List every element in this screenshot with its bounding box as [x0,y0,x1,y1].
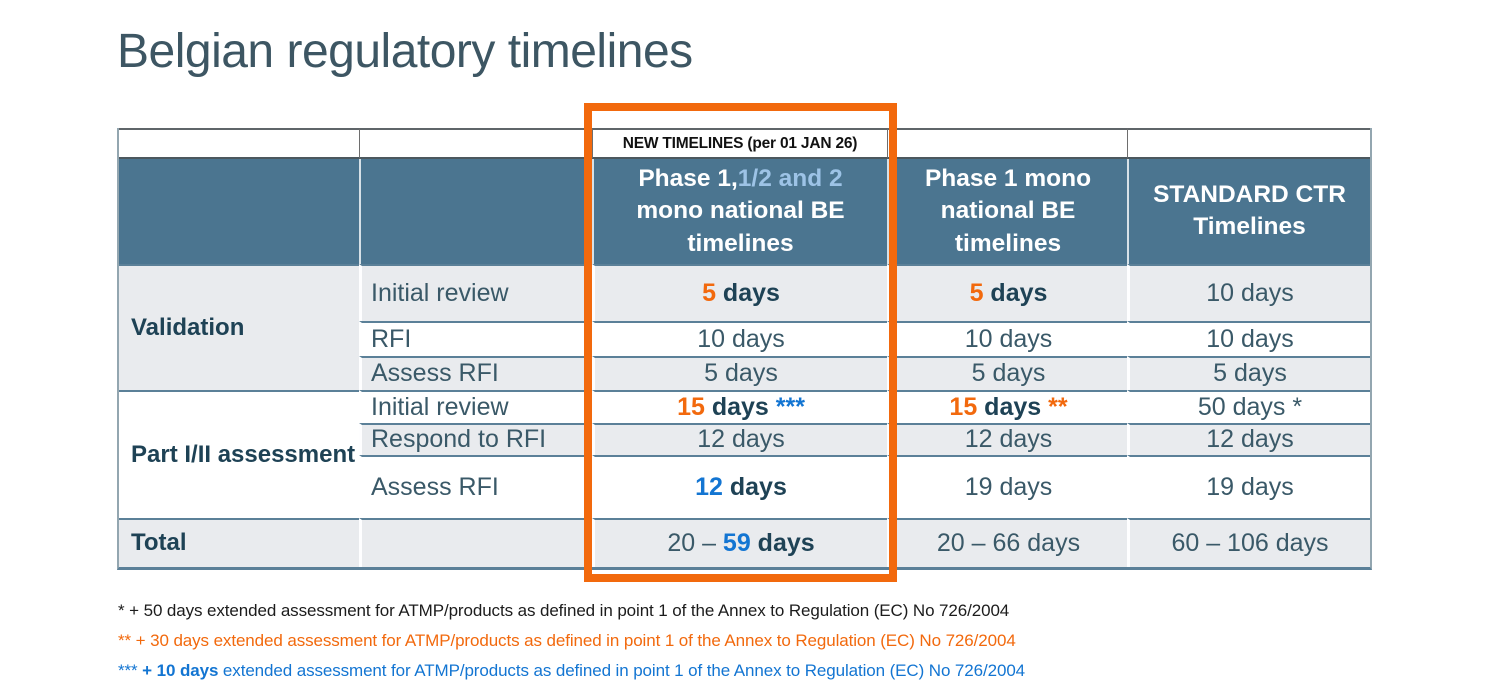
value-segment: 19 days [1206,472,1294,501]
value-cell-col5: 5 days [1127,355,1370,390]
value-cell-col3: 10 days [592,320,887,356]
table-row: Total 20 – 59 days 20 – 66 days 60 – 106 da… [119,517,1370,567]
value-cell-col5: 12 days [1127,422,1370,455]
pre-header-empty-1 [119,128,359,159]
footnote-1: * + 50 days extended assessment for ATMP… [118,596,1218,626]
value-segment: 10 days [1206,324,1294,353]
footnote-3: *** + 10 days extended assessment for AT… [118,656,1218,686]
value-segment: 15 [949,392,978,421]
value-cell-col4: 5 days [887,263,1127,321]
value-cell-col5: 10 days [1127,320,1370,356]
value-cell-col3: 12 days [592,422,887,455]
value-cell-col4: 20 – 66 days [887,517,1127,567]
value-segment: 12 days [964,425,1053,454]
value-cell-col3: 20 – 59 days [592,517,887,567]
value-cell-col5: 50 days * [1127,389,1370,423]
value-segment: days [704,392,776,421]
value-cell-col4: 19 days [887,454,1127,518]
footnote-segment: extended assessment for ATMP/products as… [218,661,1026,680]
group-label-total: Total [119,517,359,567]
value-cell-col3: 12 days [592,454,887,518]
step-label: Assess RFI [359,355,592,390]
step-label: Initial review [359,263,592,321]
footnote-segment: *** [118,661,143,680]
pre-header-empty-2 [359,128,592,159]
value-cell-col3: 5 days [592,355,887,390]
value-segment: 12 [695,472,723,501]
header-phase-text: Phase 1, [638,165,738,192]
value-segment: days [983,278,1048,307]
value-cell-col3: 15 days *** [592,389,887,423]
header-phase-1-mono: Phase 1 mono national BE timelines [887,159,1127,264]
value-segment: 10 days [964,324,1053,353]
value-segment: ** [1048,392,1068,421]
table-row: Assess RFI 12 days 19 days 19 days [119,454,1370,518]
value-cell-col4: 15 days ** [887,389,1127,423]
value-segment: days [977,392,1049,421]
pre-header-empty-3 [887,128,1127,159]
value-cell-col4: 12 days [887,422,1127,455]
value-segment: 60 – 106 days [1171,528,1329,557]
value-segment: 10 days [697,324,785,353]
value-segment: 19 days [964,472,1053,501]
value-segment: 20 – 66 days [936,528,1081,557]
footnote-segment: * + 50 days extended assessment for ATMP… [118,601,1010,620]
value-segment: 15 [677,392,705,421]
table-row: Assess RFI 5 days 5 days 5 days [119,355,1370,390]
page-title: Belgian regulatory timelines [117,25,693,78]
value-cell-col4: 10 days [887,320,1127,356]
header-standard-ctr: STANDARD CTR Timelines [1127,159,1370,264]
value-segment: 20 – [667,528,723,557]
table-row: Validation Initial review 5 days 5 days 10 d… [119,263,1370,390]
pre-header-empty-4 [1127,128,1370,159]
footnotes: * + 50 days extended assessment for ATMP… [118,596,1218,686]
header-phase-lightblue-text: 1/2 and 2 [737,165,843,192]
value-cell-col5: 60 – 106 days [1127,517,1370,567]
step-label: RFI [359,320,592,356]
table-row: Respond to RFI 12 days 12 days 12 days [119,422,1370,455]
header-empty-step [359,159,592,264]
value-segment: 10 days [1206,278,1294,307]
value-cell-col5: 19 days [1127,454,1370,518]
new-timelines-banner: NEW TIMELINES (per 01 JAN 26) [592,128,887,159]
value-segment: days [750,528,815,557]
value-segment: 5 days [971,359,1046,388]
header-phase-1-12-2: Phase 1,1/2 and 2 mono national BE timel… [592,159,887,264]
table-row: RFI 10 days 10 days 10 days [119,320,1370,356]
timeline-table-body: Validation Initial review 5 days 5 days 10 d… [119,263,1370,567]
header-empty-group [119,159,359,264]
value-segment: *** [775,392,805,421]
value-segment: 5 [969,278,984,307]
group-label-part-i-ii-assessment: Part I/II assessment [119,389,359,518]
footnote-2: ** + 30 days extended assessment for ATM… [118,626,1218,656]
group-label-validation: Validation [119,263,359,390]
table-row: Part I/II assessment Initial review 15 day… [119,389,1370,518]
step-label [359,517,592,567]
value-segment: 12 days [697,425,785,454]
value-segment: days [722,472,787,501]
value-cell-col3: 5 days [592,263,887,321]
value-segment: 59 [722,528,751,557]
value-segment: 5 days [704,359,778,388]
footnote-segment: + 10 days [142,661,219,680]
value-segment: 5 [702,278,716,307]
value-cell-col4: 5 days [887,355,1127,390]
header-phase-text-2: mono national BE timelines [636,197,845,257]
value-cell-col5: 10 days [1127,263,1370,321]
value-segment: 5 days [1213,359,1287,388]
step-label: Initial review [359,389,592,423]
value-segment: 12 days [1206,425,1294,454]
value-segment: days [715,278,780,307]
step-label: Assess RFI [359,454,592,518]
pre-header-row: NEW TIMELINES (per 01 JAN 26) [119,128,1370,159]
value-segment: 50 days * [1197,392,1303,421]
table-header-row: Phase 1,1/2 and 2 mono national BE timel… [119,159,1370,264]
timelines-table: NEW TIMELINES (per 01 JAN 26) Phase 1,1/… [117,128,1372,570]
footnote-segment: ** + 30 days extended assessment for ATM… [118,631,1016,650]
step-label: Respond to RFI [359,422,592,455]
